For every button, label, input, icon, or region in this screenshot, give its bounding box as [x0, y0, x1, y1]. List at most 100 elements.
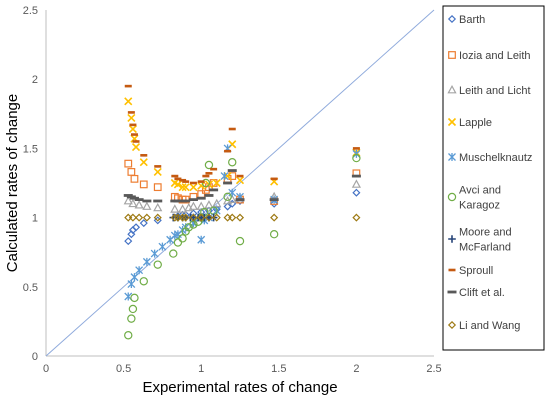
data-point — [270, 213, 279, 222]
data-point — [204, 194, 214, 197]
data-point — [123, 195, 133, 205]
data-point — [351, 174, 361, 178]
y-axis-title: Calculated rates of change — [4, 94, 21, 272]
legend-marker — [448, 51, 456, 59]
y-tick-label: 1.5 — [23, 143, 38, 155]
legend-label: Moore and — [459, 227, 512, 239]
data-point — [135, 266, 144, 275]
data-point — [169, 249, 178, 258]
data-point — [189, 183, 198, 192]
x-tick-label: 2.5 — [426, 363, 441, 375]
legend-marker — [448, 268, 456, 272]
data-point — [134, 198, 144, 202]
legend-item: Barth — [447, 14, 485, 26]
data-point — [139, 277, 148, 286]
data-point — [127, 113, 136, 123]
data-point — [196, 196, 206, 200]
data-point — [129, 196, 139, 200]
data-point — [188, 201, 199, 210]
data-point — [212, 198, 222, 208]
legend-marker — [447, 320, 457, 330]
legend-marker — [447, 14, 457, 24]
data-point — [153, 260, 162, 269]
data-point — [139, 158, 148, 167]
axes — [45, 10, 434, 357]
data-point — [204, 200, 214, 209]
legend: Barth Iozia and Leith Leith and Licht Lappl… — [447, 14, 532, 332]
series-sproull — [124, 84, 360, 185]
data-point — [235, 176, 245, 185]
data-point — [170, 213, 179, 222]
legend-item: Lapple — [447, 117, 492, 129]
points-group — [123, 84, 362, 340]
y-tick-label: 2 — [32, 74, 38, 86]
x-axis-title: Experimental rates of change — [142, 379, 337, 396]
legend-item: Muschelknautz — [448, 152, 532, 164]
x-tick-label: 0.5 — [116, 363, 131, 375]
data-point — [205, 172, 213, 175]
data-point — [227, 169, 237, 172]
x-tick-label: 0 — [43, 363, 49, 375]
data-point — [197, 181, 206, 190]
data-point — [127, 280, 136, 289]
y-tick-label: 0 — [32, 351, 38, 363]
legend-item: Iozia and Leith — [448, 50, 531, 62]
data-point — [142, 257, 151, 266]
data-point — [153, 183, 162, 192]
series-avci-and-karagoz — [124, 153, 361, 340]
data-point — [124, 84, 132, 88]
data-point — [189, 213, 198, 222]
data-point — [130, 273, 139, 282]
data-point — [228, 213, 237, 222]
legend-box — [442, 5, 545, 351]
data-point — [228, 172, 237, 180]
data-point — [210, 167, 218, 171]
reference-line — [45, 9, 435, 357]
data-point — [181, 183, 190, 192]
data-point — [131, 223, 141, 232]
data-point — [127, 314, 136, 323]
data-point — [181, 199, 191, 203]
data-point — [224, 149, 232, 153]
x-tick-label: 1 — [198, 363, 204, 375]
data-point — [130, 293, 139, 303]
data-point — [202, 174, 210, 178]
data-point — [130, 133, 138, 136]
legend-label: Clift et al. — [459, 287, 505, 299]
series-li-and-wang — [124, 213, 361, 222]
data-point — [269, 198, 279, 202]
data-point — [173, 238, 183, 247]
data-point — [270, 199, 279, 208]
legend-label: Lapple — [459, 117, 492, 129]
data-point — [130, 174, 139, 183]
data-point — [134, 200, 144, 209]
legend-label: Karagoz — [459, 200, 500, 212]
data-point — [209, 188, 219, 192]
data-point — [128, 213, 137, 222]
data-point — [184, 223, 193, 232]
legend-item: Moore and McFarland — [448, 227, 512, 254]
data-point — [270, 177, 278, 181]
data-point — [204, 213, 214, 222]
data-point — [197, 180, 205, 183]
data-point — [128, 198, 138, 208]
y-tick-label: 2.5 — [23, 5, 38, 17]
data-point — [124, 97, 133, 106]
data-point — [212, 213, 221, 222]
data-point — [220, 172, 229, 181]
data-point — [142, 201, 152, 210]
data-point — [197, 235, 206, 244]
data-point — [173, 180, 182, 189]
data-point — [352, 188, 361, 197]
data-point — [124, 331, 133, 340]
data-point — [178, 183, 187, 192]
data-point — [352, 153, 361, 163]
data-point — [132, 140, 140, 143]
data-point — [153, 213, 162, 222]
data-point — [223, 192, 232, 202]
legend-marker — [447, 290, 457, 294]
data-point — [124, 237, 133, 246]
data-point — [179, 178, 187, 182]
data-point — [352, 213, 361, 222]
